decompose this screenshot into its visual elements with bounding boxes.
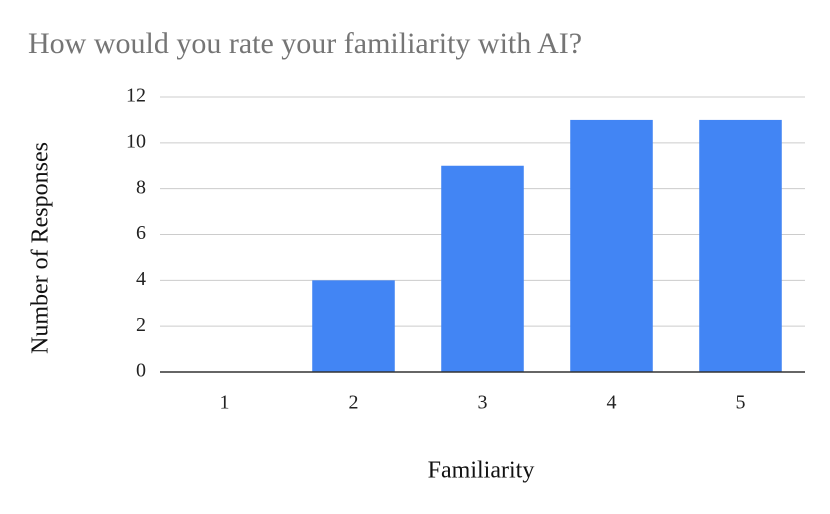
y-tick-label: 6 — [136, 222, 146, 244]
y-tick-label: 12 — [126, 85, 146, 107]
y-tick-label: 10 — [126, 130, 146, 152]
y-tick-label: 4 — [136, 268, 146, 290]
x-tick-label: 5 — [736, 392, 746, 414]
bar — [441, 165, 524, 372]
y-tick-label: 0 — [136, 360, 146, 382]
x-tick-label: 3 — [478, 392, 488, 414]
bar — [312, 280, 395, 372]
bar — [570, 119, 653, 373]
x-axis-label: Familiarity — [428, 458, 535, 484]
y-tick-label: 2 — [136, 314, 146, 336]
y-axis-label: Number of Responses — [28, 142, 54, 354]
chart-title: How would you rate your familiarity with… — [28, 27, 582, 60]
x-tick-label: 2 — [349, 392, 359, 414]
x-tick-label: 4 — [607, 392, 617, 414]
x-tick-label: 1 — [220, 392, 230, 414]
y-tick-label: 8 — [136, 176, 146, 198]
bar — [699, 119, 782, 373]
